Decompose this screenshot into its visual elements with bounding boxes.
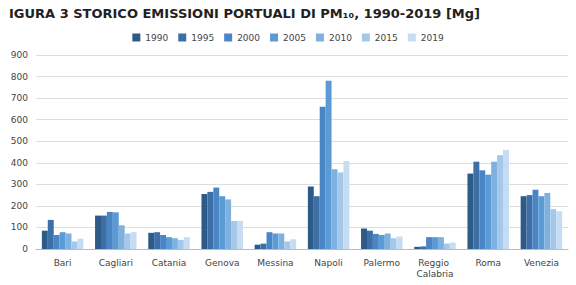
svg-text:2005: 2005 — [283, 33, 306, 43]
svg-text:500: 500 — [11, 136, 28, 146]
svg-text:Reggio: Reggio — [418, 258, 452, 268]
svg-text:IGURA 3 STORICO EMISSIONI PORT: IGURA 3 STORICO EMISSIONI PORTUALI DI PM… — [9, 6, 480, 21]
svg-text:2015: 2015 — [375, 33, 398, 43]
svg-text:300: 300 — [11, 179, 28, 189]
svg-text:2000: 2000 — [237, 33, 260, 43]
svg-text:Napoli: Napoli — [314, 258, 342, 268]
svg-text:Messina: Messina — [257, 258, 293, 268]
svg-text:600: 600 — [11, 115, 28, 125]
svg-text:Roma: Roma — [475, 258, 501, 268]
svg-text:2019: 2019 — [421, 33, 444, 43]
svg-text:1995: 1995 — [191, 33, 214, 43]
svg-text:2010: 2010 — [329, 33, 352, 43]
svg-text:Calabria: Calabria — [416, 269, 453, 279]
svg-text:800: 800 — [11, 72, 28, 82]
svg-text:700: 700 — [11, 93, 28, 103]
svg-text:Bari: Bari — [54, 258, 72, 268]
svg-text:Venezia: Venezia — [524, 258, 559, 268]
svg-text:0: 0 — [22, 244, 28, 254]
svg-text:900: 900 — [11, 50, 28, 60]
svg-text:Catania: Catania — [152, 258, 187, 268]
svg-text:Palermo: Palermo — [364, 258, 401, 268]
svg-text:400: 400 — [11, 158, 28, 168]
svg-text:Cagliari: Cagliari — [99, 258, 133, 268]
svg-text:100: 100 — [11, 222, 28, 232]
svg-text:Genova: Genova — [205, 258, 240, 268]
svg-text:1990: 1990 — [145, 33, 168, 43]
svg-text:200: 200 — [11, 201, 28, 211]
